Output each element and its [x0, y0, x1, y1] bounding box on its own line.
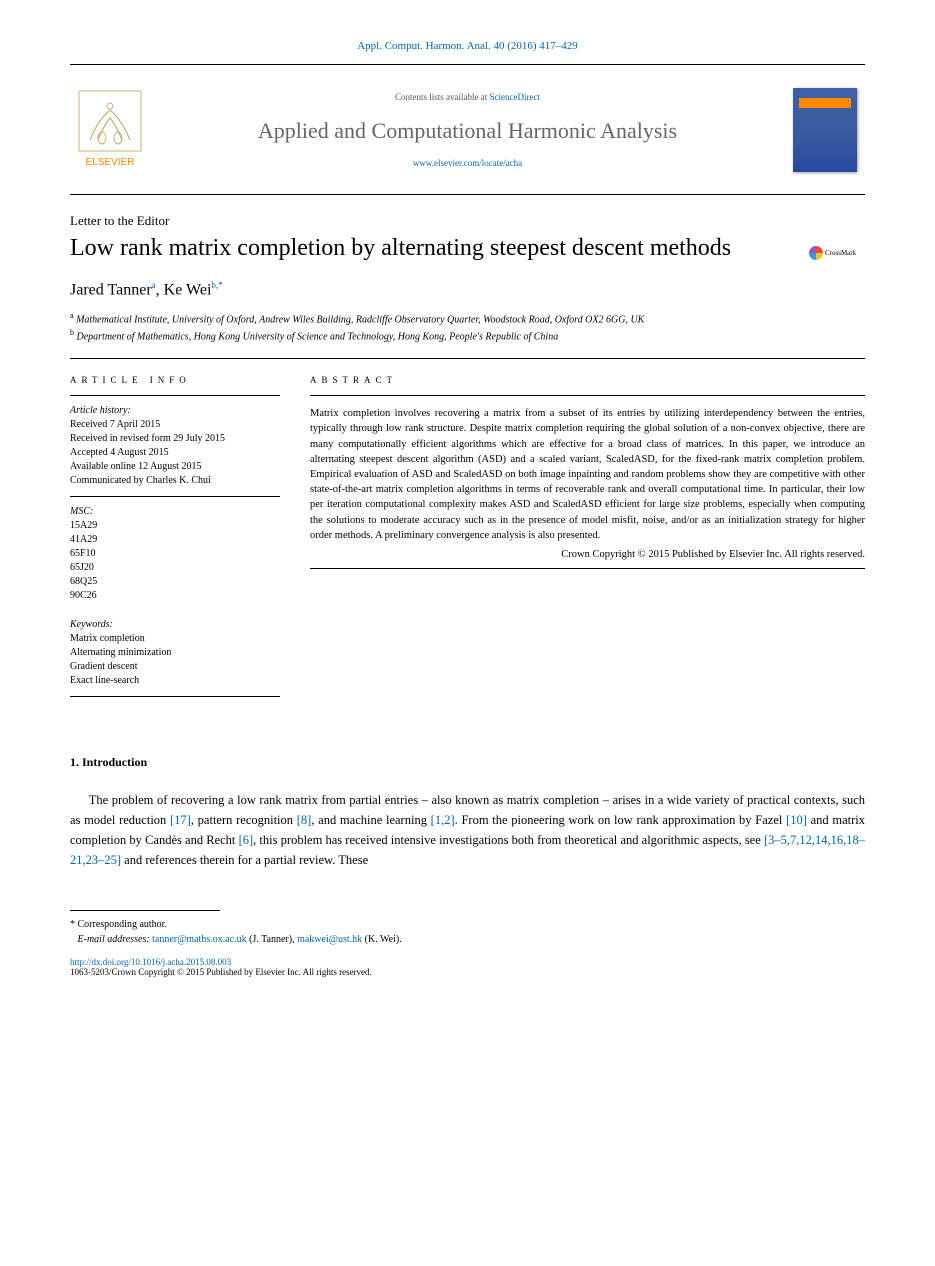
- affil-a: Mathematical Institute, University of Ox…: [76, 314, 644, 325]
- body-text-fragment: . From the pioneering work on low rank a…: [455, 813, 786, 827]
- footer-separator: [70, 910, 220, 911]
- body-text-fragment: , and machine learning: [311, 813, 430, 827]
- article-info-column: ARTICLE INFO Article history: Received 7…: [70, 375, 280, 705]
- info-divider-3: [70, 696, 280, 697]
- crossmark-badge[interactable]: CrossMark: [809, 237, 865, 253]
- ref-link-6[interactable]: [6]: [239, 833, 254, 847]
- article-title: Low rank matrix completion by alternatin…: [70, 233, 865, 264]
- author-1: Jared Tanner: [70, 282, 152, 299]
- journal-homepage-link[interactable]: www.elsevier.com/locate/acha: [150, 158, 785, 168]
- keyword: Exact line-search: [70, 674, 280, 688]
- history-line: Communicated by Charles K. Chui: [70, 474, 280, 488]
- msc-code: 15A29: [70, 519, 280, 533]
- top-citation: Appl. Comput. Harmon. Anal. 40 (2016) 41…: [70, 40, 865, 52]
- author-2: Ke Wei: [164, 282, 212, 299]
- authors: Jared Tannera, Ke Weib,*: [70, 280, 865, 299]
- article-history: Article history: Received 7 April 2015 R…: [70, 404, 280, 488]
- rule-mid: [70, 358, 865, 359]
- crossmark-label: CrossMark: [825, 249, 856, 257]
- sciencedirect-link[interactable]: ScienceDirect: [490, 92, 540, 102]
- doi-link[interactable]: http://dx.doi.org/10.1016/j.acha.2015.08…: [70, 957, 865, 967]
- article-title-text: Low rank matrix completion by alternatin…: [70, 235, 731, 261]
- elsevier-logo: ELSEVIER: [70, 82, 150, 178]
- journal-center: Contents lists available at ScienceDirec…: [150, 82, 785, 178]
- email-label: E-mail addresses:: [78, 934, 153, 945]
- section-1-heading: 1. Introduction: [70, 755, 865, 770]
- email-addresses: E-mail addresses: tanner@maths.ox.ac.uk …: [70, 932, 865, 947]
- msc-code: 41A29: [70, 533, 280, 547]
- abstract-text: Matrix completion involves recovering a …: [310, 406, 865, 543]
- msc-block: MSC: 15A29 41A29 65F10 65J20 68Q25 90C26: [70, 505, 280, 603]
- history-line: Available online 12 August 2015: [70, 460, 280, 474]
- keyword: Alternating minimization: [70, 646, 280, 660]
- msc-label: MSC:: [70, 505, 280, 519]
- history-line: Received in revised form 29 July 2015: [70, 432, 280, 446]
- email-link-2[interactable]: makwei@ust.hk: [297, 934, 362, 945]
- journal-header: ELSEVIER Contents lists available at Sci…: [70, 65, 865, 195]
- abstract-divider-2: [310, 568, 865, 569]
- history-label: Article history:: [70, 404, 280, 418]
- abstract-divider-1: [310, 395, 865, 396]
- history-line: Received 7 April 2015: [70, 418, 280, 432]
- abstract-copyright: Crown Copyright © 2015 Published by Else…: [310, 549, 865, 560]
- msc-code: 65J20: [70, 561, 280, 575]
- email-who-1: (J. Tanner),: [247, 934, 298, 945]
- journal-cover-thumbnail: [785, 80, 865, 180]
- msc-code: 65F10: [70, 547, 280, 561]
- msc-code: 68Q25: [70, 575, 280, 589]
- ref-link-1-2[interactable]: [1,2]: [431, 813, 455, 827]
- ref-link-8[interactable]: [8]: [297, 813, 312, 827]
- email-who-2: (K. Wei).: [362, 934, 402, 945]
- info-abstract-row: ARTICLE INFO Article history: Received 7…: [70, 375, 865, 705]
- svg-text:ELSEVIER: ELSEVIER: [86, 157, 135, 168]
- contents-line: Contents lists available at ScienceDirec…: [150, 92, 785, 102]
- article-info-heading: ARTICLE INFO: [70, 375, 280, 385]
- author-1-affil: a: [152, 280, 156, 290]
- crossmark-icon: [809, 246, 823, 260]
- msc-code: 90C26: [70, 589, 280, 603]
- affil-b-sup: b: [70, 328, 74, 337]
- affiliations: a Mathematical Institute, University of …: [70, 310, 865, 345]
- article-type: Letter to the Editor: [70, 213, 865, 229]
- keyword: Matrix completion: [70, 632, 280, 646]
- body-text-fragment: , pattern recognition: [191, 813, 297, 827]
- author-2-affil: b,*: [211, 280, 222, 290]
- keywords-block: Keywords: Matrix completion Alternating …: [70, 618, 280, 688]
- info-divider-1: [70, 395, 280, 396]
- info-divider-2: [70, 496, 280, 497]
- intro-paragraph: The problem of recovering a low rank mat…: [70, 790, 865, 870]
- affil-b: Department of Mathematics, Hong Kong Uni…: [77, 331, 559, 342]
- journal-title: Applied and Computational Harmonic Analy…: [150, 118, 785, 144]
- ref-link-17[interactable]: [17]: [170, 813, 191, 827]
- keywords-label: Keywords:: [70, 618, 280, 632]
- keyword: Gradient descent: [70, 660, 280, 674]
- body-text-fragment: , this problem has received intensive in…: [253, 833, 764, 847]
- abstract-heading: ABSTRACT: [310, 375, 865, 385]
- contents-prefix: Contents lists available at: [395, 92, 489, 102]
- body-text-fragment: and references therein for a partial rev…: [121, 853, 368, 867]
- corresponding-author-note: * Corresponding author.: [70, 917, 865, 932]
- affil-a-sup: a: [70, 311, 74, 320]
- email-link-1[interactable]: tanner@maths.ox.ac.uk: [152, 934, 246, 945]
- issn-copyright: 1063-5203/Crown Copyright © 2015 Publish…: [70, 967, 865, 977]
- history-line: Accepted 4 August 2015: [70, 446, 280, 460]
- ref-link-10[interactable]: [10]: [786, 813, 807, 827]
- abstract-column: ABSTRACT Matrix completion involves reco…: [310, 375, 865, 705]
